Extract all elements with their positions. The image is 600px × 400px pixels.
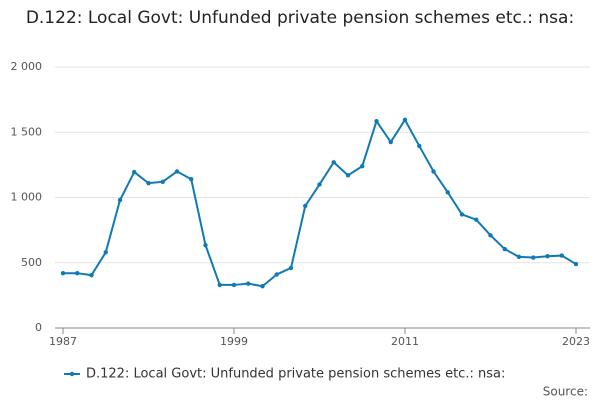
point	[445, 190, 450, 195]
y-tick-label: 1 000	[11, 191, 43, 204]
point	[174, 169, 180, 174]
point	[89, 272, 94, 278]
x-tick-label: 2011	[391, 335, 419, 348]
point	[331, 160, 336, 165]
point	[132, 169, 137, 175]
point	[545, 254, 550, 259]
legend-label: D.122: Local Govt: Unfunded private pens…	[86, 367, 505, 382]
point	[417, 143, 422, 149]
y-tick-label: 500	[21, 256, 42, 269]
point	[146, 180, 151, 186]
point	[189, 177, 194, 182]
point	[459, 212, 465, 217]
source-label: Source:	[543, 385, 588, 399]
point	[103, 250, 108, 255]
point	[75, 270, 80, 276]
point	[231, 282, 237, 288]
point	[360, 163, 365, 169]
x-tick-label: 2023	[562, 335, 590, 348]
point	[217, 282, 222, 288]
point	[516, 254, 522, 260]
point	[160, 179, 165, 185]
point	[317, 182, 322, 187]
point	[117, 197, 123, 203]
point	[203, 242, 208, 248]
point	[531, 255, 536, 260]
point	[374, 118, 379, 124]
y-tick-label: 0	[35, 321, 42, 334]
point	[573, 261, 579, 267]
point	[502, 246, 507, 252]
point	[431, 169, 436, 174]
series-line	[63, 117, 577, 288]
y-tick-label: 2 000	[11, 60, 43, 73]
point	[388, 139, 393, 145]
y-tick-label: 1 500	[11, 125, 43, 138]
point	[474, 217, 479, 222]
point	[246, 281, 251, 286]
point	[60, 270, 66, 276]
point	[488, 233, 493, 238]
x-tick-label: 1999	[220, 335, 248, 348]
point	[260, 284, 265, 289]
point	[559, 253, 564, 258]
point	[303, 203, 308, 209]
point	[274, 272, 279, 277]
chart-title: D.122: Local Govt: Unfunded private pens…	[25, 8, 575, 28]
x-tick-label: 1987	[49, 335, 77, 348]
legend-marker	[69, 371, 75, 377]
point	[288, 265, 294, 271]
point	[345, 173, 351, 178]
point	[402, 117, 408, 123]
